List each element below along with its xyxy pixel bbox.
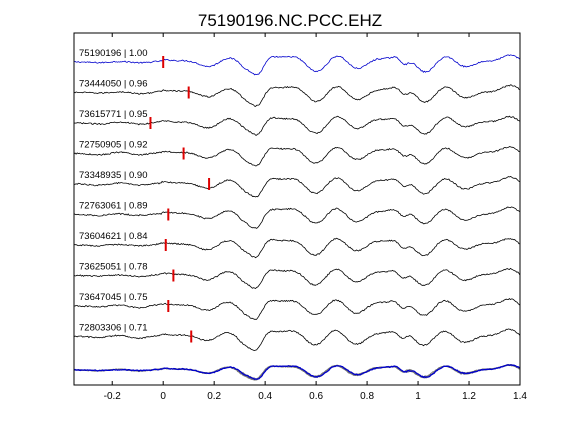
plot-frame xyxy=(73,32,521,386)
trace-line-73604621 xyxy=(73,237,521,259)
x-tick-label: 0.4 xyxy=(258,391,272,402)
trace-label-72750905: 72750905 | 0.92 xyxy=(79,140,148,151)
trace-line-73615771 xyxy=(73,115,521,136)
x-tick-label: 0.2 xyxy=(207,391,221,402)
trace-line-73348935 xyxy=(73,176,521,198)
trace-label-73625051: 73625051 | 0.78 xyxy=(79,262,148,273)
x-tick-label: 0 xyxy=(160,391,166,402)
stack-layer xyxy=(73,364,521,381)
x-tick-label: 0.8 xyxy=(360,391,374,402)
x-tick-label: 1 xyxy=(415,391,421,402)
trace-label-73444050: 73444050 | 0.96 xyxy=(79,79,148,90)
x-axis: -0.2 0 0.2 0.4 0.6 0.8 1 1.2 1.4 xyxy=(104,33,527,402)
trace-line-73444050 xyxy=(73,84,521,107)
traces-layer xyxy=(73,54,521,352)
labels-layer: 75190196 | 1.00 73444050 | 0.96 73615771 |… xyxy=(79,48,148,334)
x-tick-label: 0.6 xyxy=(309,391,323,402)
trace-label-73615771: 73615771 | 0.95 xyxy=(79,109,148,120)
x-tick-label: 1.4 xyxy=(513,391,527,402)
trace-line-73625051 xyxy=(73,267,521,289)
trace-label-72803306: 72803306 | 0.71 xyxy=(79,323,148,334)
trace-label-73647045: 73647045 | 0.75 xyxy=(79,292,148,303)
picks-layer xyxy=(149,56,211,343)
x-tick-label: -0.2 xyxy=(104,391,122,402)
x-tick-label: 1.2 xyxy=(462,391,476,402)
trace-label-72763061: 72763061 | 0.89 xyxy=(79,201,148,212)
trace-label-73604621: 73604621 | 0.84 xyxy=(79,231,148,242)
trace-label-75190196: 75190196 | 1.00 xyxy=(79,48,148,59)
trace-line-75190196 xyxy=(73,54,521,76)
trace-line-72803306 xyxy=(73,328,521,352)
trace-line-72763061 xyxy=(73,206,521,229)
chart-title: 75190196.NC.PCC.EHZ xyxy=(198,11,382,30)
trace-line-73647045 xyxy=(73,298,521,320)
trace-label-73348935: 73348935 | 0.90 xyxy=(79,170,148,181)
trace-line-72750905 xyxy=(73,146,520,167)
stack-trace-75190196 xyxy=(73,364,521,381)
